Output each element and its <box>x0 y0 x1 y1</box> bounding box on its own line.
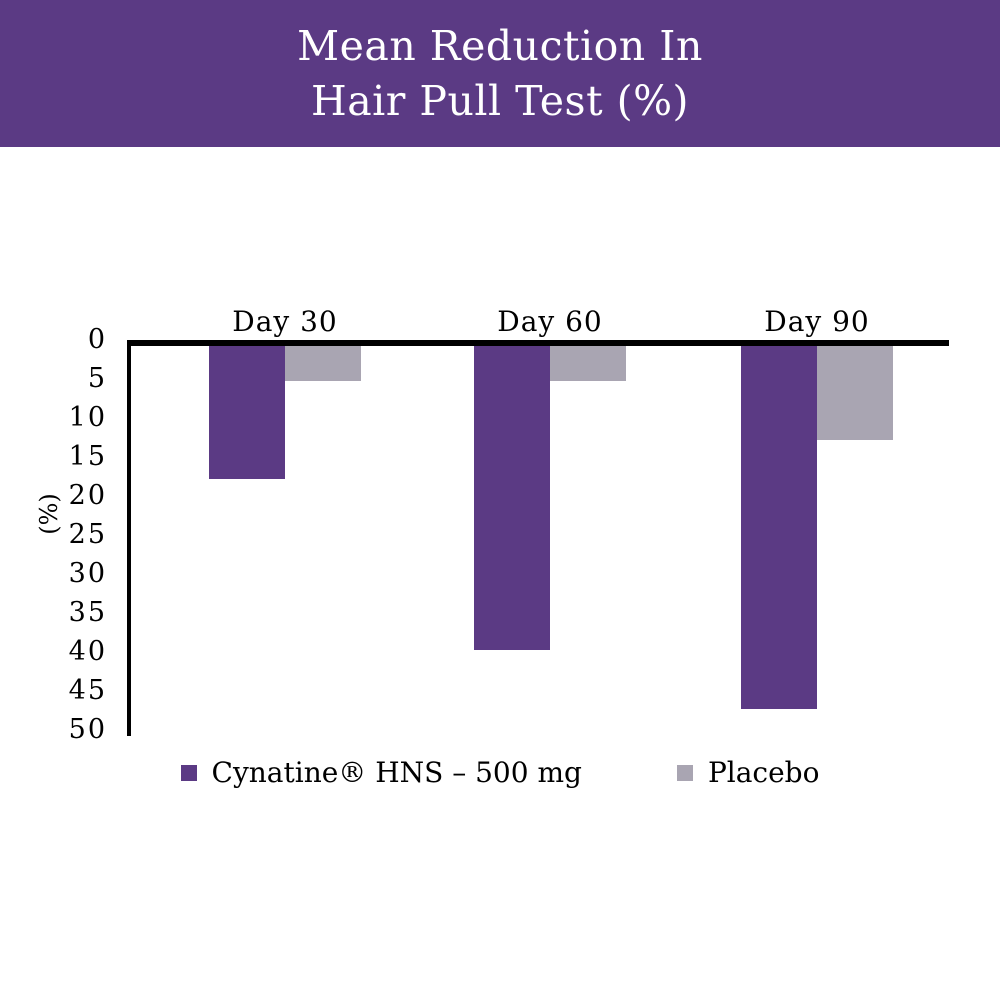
y-tick-label: 40 <box>68 636 107 667</box>
category-label: Day 60 <box>497 305 603 338</box>
legend: Cynatine® HNS – 500 mg Placebo <box>0 756 1000 789</box>
y-tick-label: 30 <box>68 558 107 589</box>
bar-series-1 <box>817 346 893 440</box>
bar-group: Day 30 <box>209 305 361 479</box>
legend-swatch <box>180 764 197 781</box>
y-tick-label: 0 <box>87 324 107 355</box>
y-tick-label: 15 <box>68 441 107 472</box>
page-header: Mean Reduction In Hair Pull Test (%) <box>0 0 1000 147</box>
plot-area: Day 30 Day 60 Day 90 <box>127 305 949 736</box>
bars <box>209 346 361 479</box>
category-label: Day 30 <box>232 305 338 338</box>
legend-item: Placebo <box>676 756 820 789</box>
bars <box>474 346 626 651</box>
bars <box>741 346 893 709</box>
legend-swatch <box>676 764 693 781</box>
category-label: Day 90 <box>764 305 870 338</box>
y-tick-label: 35 <box>68 597 107 628</box>
bar-group: Day 60 <box>474 305 626 651</box>
legend-label: Placebo <box>707 756 820 789</box>
y-axis-ticks: 0 5 10 15 20 25 30 35 40 45 50 <box>0 326 113 744</box>
bar-series-0 <box>209 346 285 479</box>
y-tick-label: 10 <box>68 402 107 433</box>
bar-series-1 <box>550 346 626 382</box>
y-tick-label: 20 <box>68 480 107 511</box>
legend-item: Cynatine® HNS – 500 mg <box>180 756 582 789</box>
y-tick-label: 50 <box>68 714 107 745</box>
legend-label: Cynatine® HNS – 500 mg <box>211 756 582 789</box>
bar-series-0 <box>474 346 550 651</box>
y-tick-label: 5 <box>87 363 107 394</box>
chart-title: Mean Reduction In Hair Pull Test (%) <box>297 22 703 125</box>
y-tick-label: 45 <box>68 675 107 706</box>
y-tick-label: 25 <box>68 519 107 550</box>
bar-series-1 <box>285 346 361 382</box>
bar-series-0 <box>741 346 817 709</box>
bar-group: Day 90 <box>741 305 893 709</box>
